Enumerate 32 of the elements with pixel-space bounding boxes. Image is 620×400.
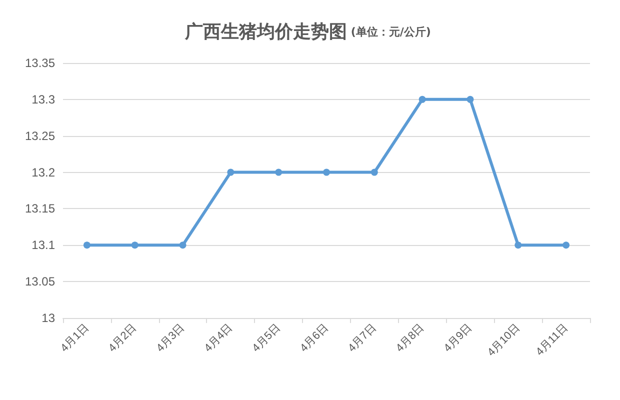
point bbox=[179, 242, 186, 249]
y-tick-label: 13.3 bbox=[32, 92, 56, 106]
chart-title: 广西生猪均价走势图 bbox=[184, 22, 348, 42]
point bbox=[370, 168, 378, 176]
x-tick-label: 4月7日 bbox=[346, 322, 379, 354]
point bbox=[227, 168, 234, 176]
x-tick-label: 4月4日 bbox=[202, 322, 235, 354]
x-tick-label: 4月1日 bbox=[58, 322, 92, 354]
chart-subtitle: (单位：元/公斤) bbox=[347, 26, 431, 38]
point bbox=[514, 242, 522, 249]
x-tick-label: 4月9日 bbox=[442, 322, 474, 354]
x-tick-label: 4月5日 bbox=[250, 322, 283, 354]
x-tick-label: 4月8日 bbox=[394, 322, 427, 354]
y-tick-label: 13 bbox=[42, 311, 56, 325]
x-tick-label: 4月6日 bbox=[298, 322, 331, 354]
point bbox=[562, 242, 570, 249]
x-tick-label: 4月2日 bbox=[106, 322, 140, 354]
y-tick-label: 13.15 bbox=[24, 202, 56, 216]
point bbox=[466, 96, 474, 103]
point bbox=[275, 168, 282, 176]
x-tick-label: 4月3日 bbox=[154, 322, 188, 354]
y-tick-label: 13.35 bbox=[24, 56, 56, 70]
y-tick-label: 13.25 bbox=[24, 128, 56, 143]
point bbox=[83, 242, 90, 249]
x-tick-label: 4月10日 bbox=[485, 322, 522, 359]
y-tick-label: 13.2 bbox=[32, 165, 56, 180]
point bbox=[418, 96, 426, 103]
y-tick-label: 13.05 bbox=[24, 274, 56, 289]
point bbox=[323, 168, 330, 176]
y-tick-label: 13.1 bbox=[32, 238, 56, 252]
x-tick-label: 4月11日 bbox=[534, 322, 570, 358]
point bbox=[131, 242, 138, 249]
